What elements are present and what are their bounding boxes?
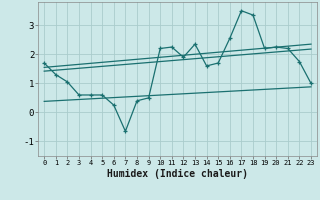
X-axis label: Humidex (Indice chaleur): Humidex (Indice chaleur) bbox=[107, 169, 248, 179]
